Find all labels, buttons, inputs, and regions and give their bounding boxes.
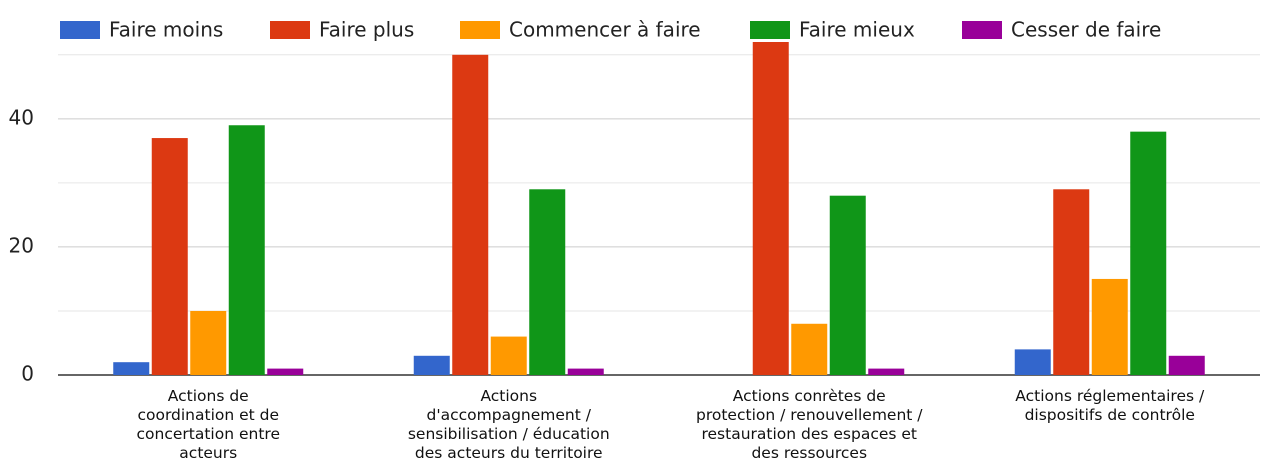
bar — [1091, 278, 1128, 375]
bar — [829, 195, 866, 375]
bar — [228, 125, 265, 375]
x-tick-label: Actions de coordination et de concertati… — [136, 387, 280, 462]
y-tick-label: 20 — [9, 233, 34, 257]
bar — [490, 336, 527, 375]
legend-label: Faire plus — [319, 18, 414, 42]
x-tick-label: Actions réglementaires / dispositifs de … — [1015, 387, 1205, 424]
bar — [267, 368, 304, 375]
bar — [529, 189, 566, 375]
bar — [190, 310, 227, 375]
legend-label: Cesser de faire — [1011, 18, 1161, 42]
bar — [1168, 355, 1205, 375]
legend-label: Faire mieux — [799, 18, 915, 42]
bar — [752, 42, 789, 375]
legend-swatch — [60, 21, 100, 39]
bar — [868, 368, 905, 375]
bar — [1014, 349, 1051, 375]
legend-swatch — [962, 21, 1002, 39]
y-tick-label: 0 — [21, 362, 34, 386]
legend-label: Faire moins — [109, 18, 223, 42]
x-tick-label: Actions conrètes de protection / renouve… — [696, 387, 923, 462]
bar — [151, 138, 188, 375]
legend-swatch — [270, 21, 310, 39]
bar — [413, 355, 450, 375]
bar — [113, 362, 150, 375]
bar — [567, 368, 604, 375]
bar — [1130, 131, 1167, 375]
legend-swatch — [460, 21, 500, 39]
bar — [452, 54, 489, 376]
legend-swatch — [750, 21, 790, 39]
bar — [1053, 189, 1090, 375]
legend-label: Commencer à faire — [509, 18, 701, 42]
y-tick-label: 40 — [9, 105, 34, 129]
x-tick-label: Actions d'accompagnement / sensibilisati… — [407, 387, 610, 462]
bar — [791, 323, 828, 375]
